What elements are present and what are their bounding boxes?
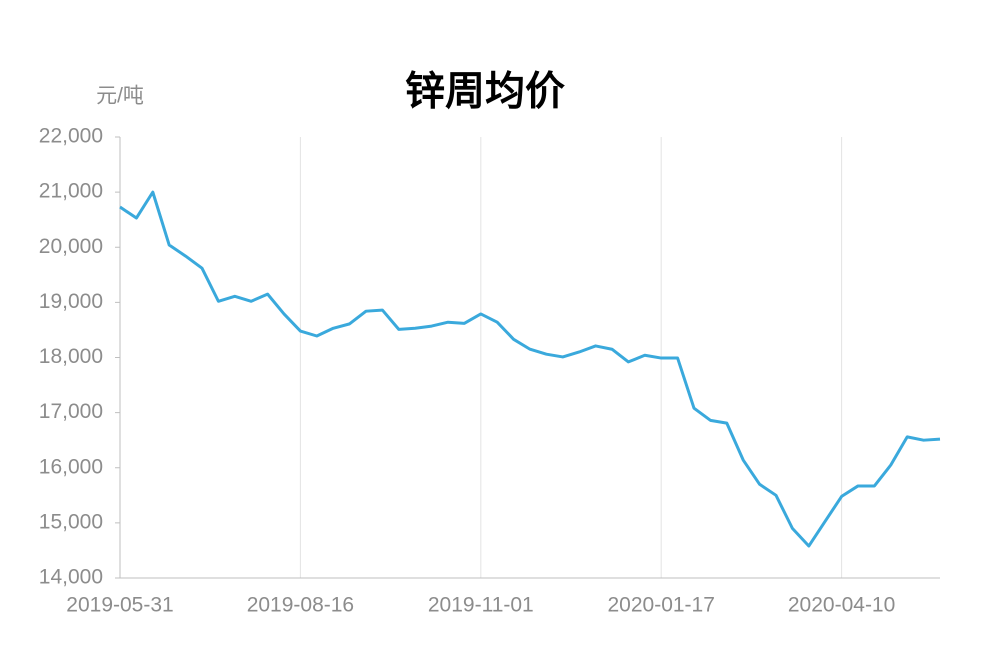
x-tick-label: 2019-11-01 <box>428 594 534 617</box>
y-tick-label: 19,000 <box>39 290 103 313</box>
y-tick-label: 17,000 <box>39 400 103 423</box>
y-tick-label: 22,000 <box>39 125 103 148</box>
y-tick-label: 20,000 <box>39 235 103 258</box>
x-tick-label: 2019-08-16 <box>247 594 354 617</box>
y-tick-label: 21,000 <box>39 180 103 203</box>
x-tick-label: 2019-05-31 <box>66 594 173 617</box>
y-tick-label: 18,000 <box>39 345 103 368</box>
y-tick-label: 14,000 <box>39 566 103 589</box>
y-unit: 元/吨 <box>96 85 144 108</box>
line-series <box>119 190 941 548</box>
x-tick-label: 2020-04-10 <box>788 594 895 617</box>
x-tick-label: 2020-01-17 <box>607 594 714 617</box>
chart-title: 锌周均价 <box>405 70 565 114</box>
y-tick-label: 15,000 <box>39 510 103 533</box>
y-tick-label: 16,000 <box>39 455 103 478</box>
